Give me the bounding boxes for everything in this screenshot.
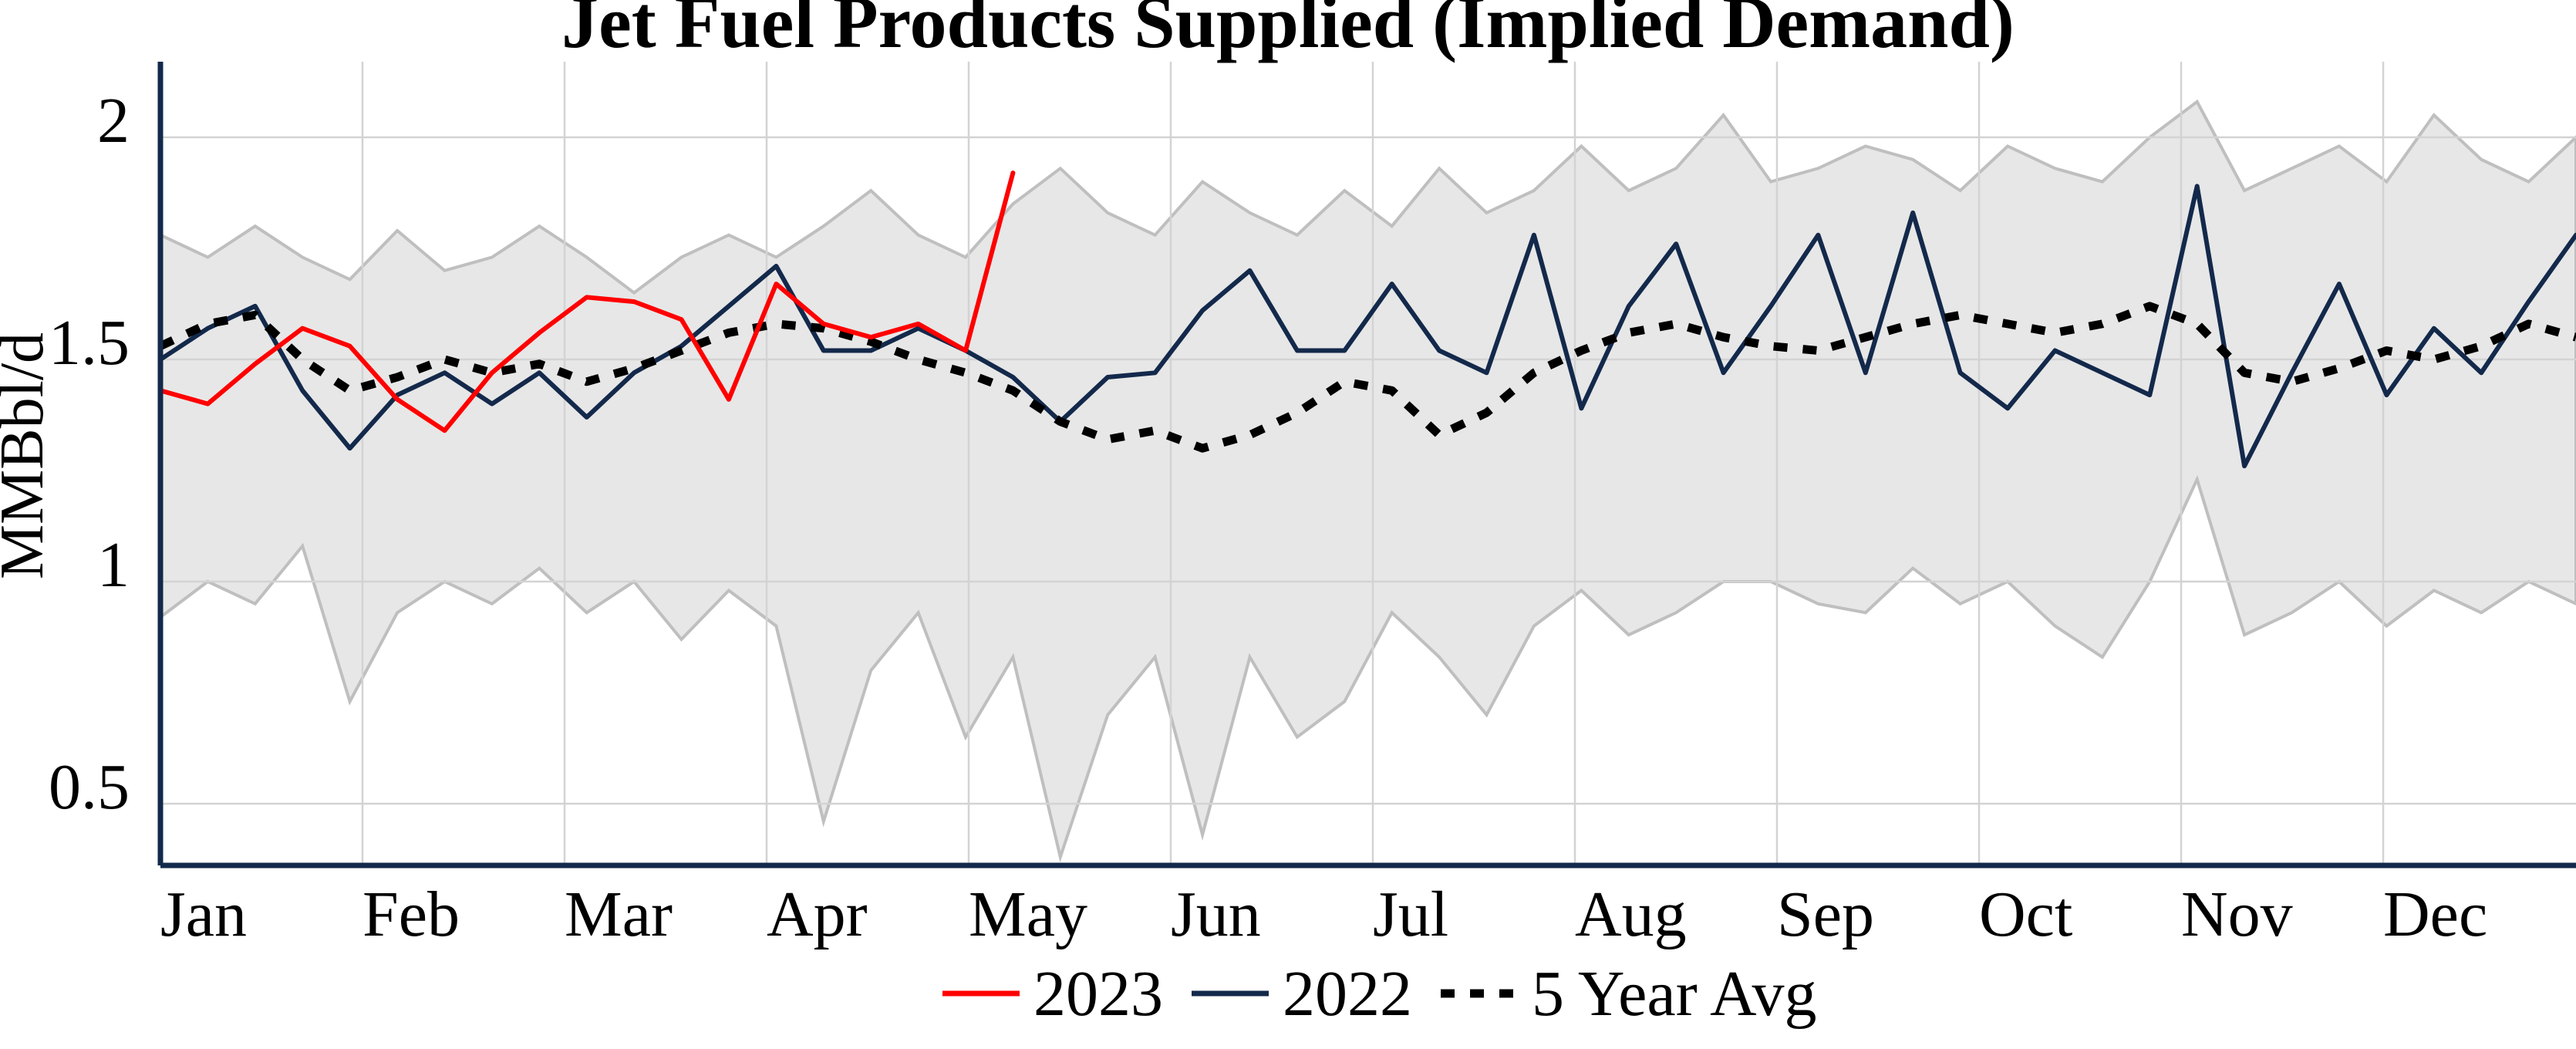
- svg-text:May: May: [969, 879, 1087, 950]
- svg-text:2: 2: [97, 85, 130, 157]
- svg-text:Nov: Nov: [2181, 879, 2293, 950]
- svg-text:Sep: Sep: [1777, 879, 1874, 950]
- svg-text:Mar: Mar: [565, 879, 673, 950]
- svg-text:Apr: Apr: [767, 879, 868, 950]
- svg-text:0.5: 0.5: [49, 751, 130, 823]
- svg-text:5 Year Avg: 5 Year Avg: [1532, 958, 1816, 1030]
- svg-text:Jul: Jul: [1373, 879, 1448, 950]
- svg-text:Feb: Feb: [362, 879, 460, 950]
- svg-text:Jun: Jun: [1171, 879, 1261, 950]
- svg-text:Jan: Jan: [160, 879, 247, 950]
- svg-text:Aug: Aug: [1575, 879, 1687, 950]
- svg-text:MMBbl/d: MMBbl/d: [0, 332, 56, 579]
- svg-text:2023: 2023: [1033, 958, 1163, 1030]
- svg-text:Oct: Oct: [1979, 879, 2072, 950]
- svg-text:1.5: 1.5: [49, 307, 130, 379]
- svg-text:2022: 2022: [1283, 958, 1412, 1030]
- svg-text:Dec: Dec: [2383, 879, 2487, 950]
- svg-text:1: 1: [97, 529, 130, 601]
